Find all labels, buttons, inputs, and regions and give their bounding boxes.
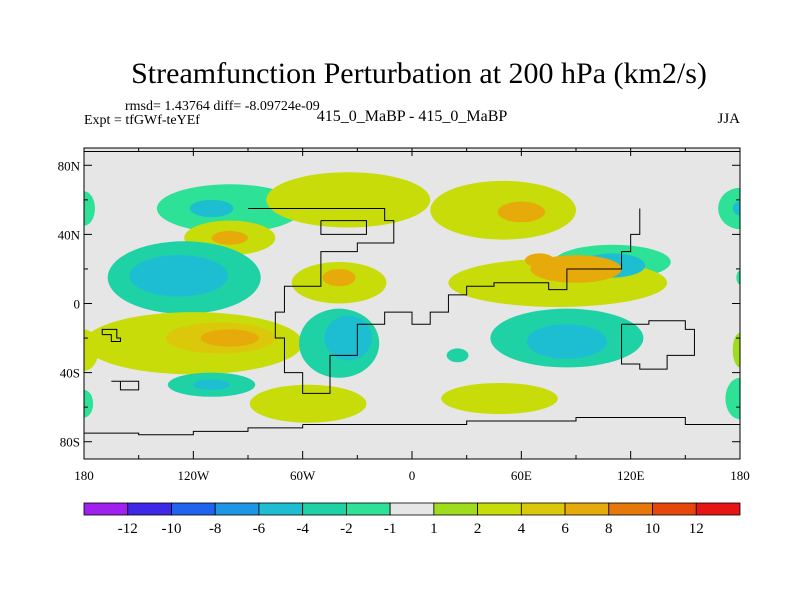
contour-blob-34 xyxy=(524,253,555,268)
stats-line: rmsd= 1.43764 diff= -8.09724e-09 xyxy=(125,99,320,114)
colorbar-swatch-4 xyxy=(258,502,304,516)
colorbar-label-4: -4 xyxy=(296,521,309,537)
season-label: JJA xyxy=(717,111,740,127)
x-tick-label-5: 120E xyxy=(617,468,645,483)
y-tick-label-4: 80S xyxy=(60,435,80,450)
colorbar-label-2: -8 xyxy=(209,521,222,537)
x-tick-label-1: 120W xyxy=(177,468,210,483)
colorbar-label-13: 12 xyxy=(689,521,704,537)
contour-blob-21 xyxy=(441,382,558,415)
colorbar-label-10: 6 xyxy=(561,521,569,537)
center-label: 415_0_MaBP - 415_0_MaBP xyxy=(317,108,508,125)
x-tick-label-0: 180 xyxy=(74,468,94,483)
coastline-0 xyxy=(248,207,641,394)
contour-blob-15 xyxy=(84,329,99,371)
contour-blob-5 xyxy=(732,332,740,368)
contour-blob-6 xyxy=(84,389,94,418)
y-tick-label-3: 40S xyxy=(60,366,80,381)
colorbar-label-12: 10 xyxy=(645,521,660,537)
y-tick-label-1: 40N xyxy=(58,227,81,242)
colorbar-label-9: 4 xyxy=(518,521,526,537)
contour-blob-4 xyxy=(736,270,740,285)
colorbar-swatch-14 xyxy=(695,502,741,516)
colorbar-swatch-13 xyxy=(652,502,697,516)
x-tick-label-4: 60E xyxy=(511,468,532,483)
colorbar-swatch-7 xyxy=(389,502,435,516)
contour-blob-20 xyxy=(249,384,367,423)
colorbar-label-5: -2 xyxy=(340,521,353,537)
experiment-label: Expt = tfGWf-teYEf xyxy=(84,113,200,128)
coastline-1 xyxy=(320,220,367,235)
contour-blob-29 xyxy=(193,379,230,390)
contour-blob-25 xyxy=(129,255,228,297)
contour-blob-27 xyxy=(324,315,372,361)
colorbar-label-0: -12 xyxy=(118,521,138,537)
colorbar-label-3: -6 xyxy=(253,521,266,537)
x-tick-label-3: 0 xyxy=(409,468,416,483)
coastline-2 xyxy=(621,320,695,370)
y-tick-label-2: 0 xyxy=(74,297,81,312)
y-axis: 80N 40N 0 40S 80S xyxy=(58,158,740,450)
contour-blob-2 xyxy=(718,187,740,230)
colorbar-swatch-1 xyxy=(127,502,172,516)
colorbar-swatch-10 xyxy=(520,502,566,516)
contour-blob-28 xyxy=(526,324,607,359)
coastline-4 xyxy=(84,424,304,436)
contour-blob-31 xyxy=(211,230,248,245)
colorbar: -12 -10 -8 -6 -4 -2 -1 1 2 4 6 8 10 12 xyxy=(83,502,741,537)
colorbar-swatch-11 xyxy=(564,502,610,516)
contour-blob-35 xyxy=(200,329,259,347)
plot-area xyxy=(84,148,740,459)
colorbar-swatch-0 xyxy=(83,502,129,516)
colorbar-swatch-9 xyxy=(477,502,522,516)
colorbar-swatch-3 xyxy=(214,502,260,516)
contour-blob-32 xyxy=(322,268,356,287)
x-tick-label-2: 60W xyxy=(290,468,316,483)
colorbar-swatch-6 xyxy=(345,502,391,516)
colorbar-label-1: -10 xyxy=(161,521,181,537)
colorbar-label-8: 2 xyxy=(474,521,482,537)
x-axis: 180 120W 60W 0 60E 120E 180 xyxy=(74,148,750,483)
y-tick-label-0: 80N xyxy=(58,158,81,173)
colorbar-label-6: -1 xyxy=(384,521,397,537)
coastline-6 xyxy=(111,380,140,391)
contour-blob-30 xyxy=(497,201,546,223)
chart-title: Streamfunction Perturbation at 200 hPa (… xyxy=(131,57,707,90)
coastline-5 xyxy=(101,328,121,343)
colorbar-label-11: 8 xyxy=(605,521,613,537)
contour-blob-8 xyxy=(266,172,431,228)
coastline-3 xyxy=(302,417,740,434)
contour-fields xyxy=(84,172,740,423)
colorbar-swatch-12 xyxy=(608,502,653,516)
contour-blob-7 xyxy=(725,377,740,420)
x-tick-label-6: 180 xyxy=(730,468,750,483)
contour-blob-22 xyxy=(189,199,234,218)
colorbar-label-7: 1 xyxy=(430,521,438,537)
contour-blob-23 xyxy=(732,201,740,216)
colorbar-swatch-2 xyxy=(171,502,216,516)
colorbar-swatch-5 xyxy=(302,502,347,516)
colorbar-swatch-8 xyxy=(433,502,479,516)
contour-blob-18 xyxy=(446,348,469,363)
